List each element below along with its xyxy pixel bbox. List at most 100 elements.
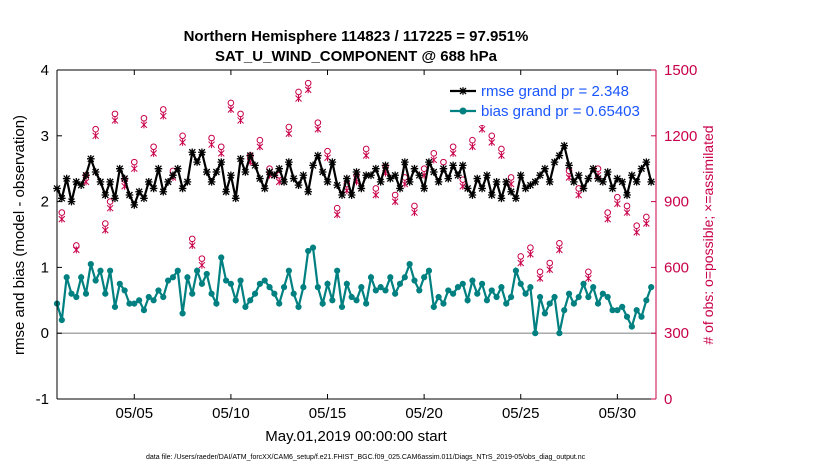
rmse-point: [207, 178, 216, 186]
rmse-point: [96, 178, 105, 186]
rmse-point: [188, 148, 197, 157]
rmse-point: [550, 158, 559, 166]
bias-point: [121, 287, 128, 294]
bias-point: [189, 290, 196, 297]
bias-point: [155, 287, 162, 294]
rmse-point: [304, 187, 312, 196]
bias-point: [247, 297, 254, 304]
rmse-point: [449, 161, 457, 170]
obs-possible-point: [536, 268, 544, 276]
rmse-point: [599, 178, 607, 186]
bias-point: [107, 267, 114, 274]
rmse-point: [67, 197, 76, 206]
obs-assimilated-point: [106, 204, 114, 212]
bias-point: [401, 274, 408, 281]
bias-point: [522, 290, 529, 297]
bias-point: [131, 300, 138, 307]
rmse-point: [256, 174, 264, 183]
obs-possible-point: [179, 132, 186, 140]
rmse-point: [101, 191, 110, 199]
rmse-point: [570, 178, 578, 186]
obs-possible-point: [372, 185, 380, 192]
rmse-point: [555, 151, 564, 160]
rmse-point: [565, 161, 573, 170]
y2-tick-label: 900: [664, 194, 689, 211]
obs-possible-point: [130, 158, 138, 166]
bias-point: [614, 307, 621, 314]
bias-point: [82, 290, 90, 297]
bias-point: [63, 274, 70, 281]
rmse-point: [458, 161, 467, 170]
bias-point: [575, 293, 582, 301]
obs-assimilated-point: [498, 152, 505, 160]
rmse-point: [333, 181, 341, 189]
rmse-point: [468, 191, 477, 199]
rmse-point: [260, 184, 269, 193]
bias-point: [638, 313, 645, 320]
obs-possible-point: [517, 253, 525, 260]
bias-point: [406, 261, 413, 268]
bias-point: [512, 267, 520, 274]
bias-point: [102, 290, 109, 297]
rmse-point: [381, 161, 390, 170]
rmse-point: [401, 158, 409, 166]
obs-assimilated-point: [227, 105, 235, 113]
obs-possible-point: [237, 110, 244, 118]
bias-point: [73, 293, 80, 301]
bias-point: [551, 293, 558, 301]
obs-possible-point: [362, 145, 370, 153]
obs-assimilated-point: [140, 121, 148, 129]
rmse-point: [72, 178, 81, 186]
bias-point: [392, 290, 399, 297]
obs-assimilated-point: [469, 143, 476, 151]
bias-point: [314, 284, 321, 291]
rmse-point: [178, 184, 187, 193]
bias-point: [377, 284, 384, 291]
obs-possible-point: [188, 235, 196, 243]
bias-point: [358, 284, 365, 291]
bias-point: [435, 293, 442, 301]
bias-point: [251, 290, 259, 297]
rmse-point: [415, 171, 424, 180]
x-tick-label: 05/15: [309, 405, 347, 422]
bias-point: [493, 293, 500, 301]
obs-assimilated-point: [633, 228, 641, 236]
rmse-point: [227, 171, 235, 180]
y-tick-label: 3: [41, 128, 49, 145]
bias-point: [348, 293, 355, 301]
rmse-point: [309, 161, 317, 170]
rmse-point: [299, 171, 308, 180]
rmse-point: [396, 184, 404, 193]
rmse-point: [405, 178, 414, 186]
rmse-point: [574, 171, 583, 180]
bias-point: [193, 267, 201, 274]
bias-point: [546, 300, 553, 307]
bias-point: [97, 267, 104, 274]
bias-point: [203, 270, 210, 278]
bias-point: [643, 297, 650, 304]
bias-point: [396, 280, 404, 287]
bias-point: [633, 307, 640, 314]
bias-point: [628, 323, 635, 330]
rmse-point: [637, 164, 646, 173]
bias-point: [604, 293, 611, 301]
bias-point: [367, 274, 375, 281]
rmse-point: [111, 194, 119, 203]
obs-possible-point: [324, 147, 331, 155]
bias-point: [623, 313, 631, 320]
obs-assimilated-point: [285, 130, 293, 138]
rmse-point: [135, 187, 143, 196]
bias-point: [478, 280, 486, 287]
plot-area: -1 0 1 2 3 4 0 300 600 900 1200 1500 05/05 05/10 05/15…: [36, 62, 698, 422]
bias-point: [541, 310, 548, 317]
rmse-point: [516, 171, 525, 180]
bias-point: [416, 287, 423, 294]
rmse-point: [589, 164, 598, 173]
y2-tick-label: 0: [664, 391, 672, 408]
legend-box: [446, 79, 651, 125]
bias-point: [295, 303, 302, 310]
rmse-point: [541, 164, 549, 173]
obs-possible-point: [208, 134, 215, 142]
y-tick-label: 1: [41, 259, 49, 276]
rmse-point: [512, 194, 520, 203]
